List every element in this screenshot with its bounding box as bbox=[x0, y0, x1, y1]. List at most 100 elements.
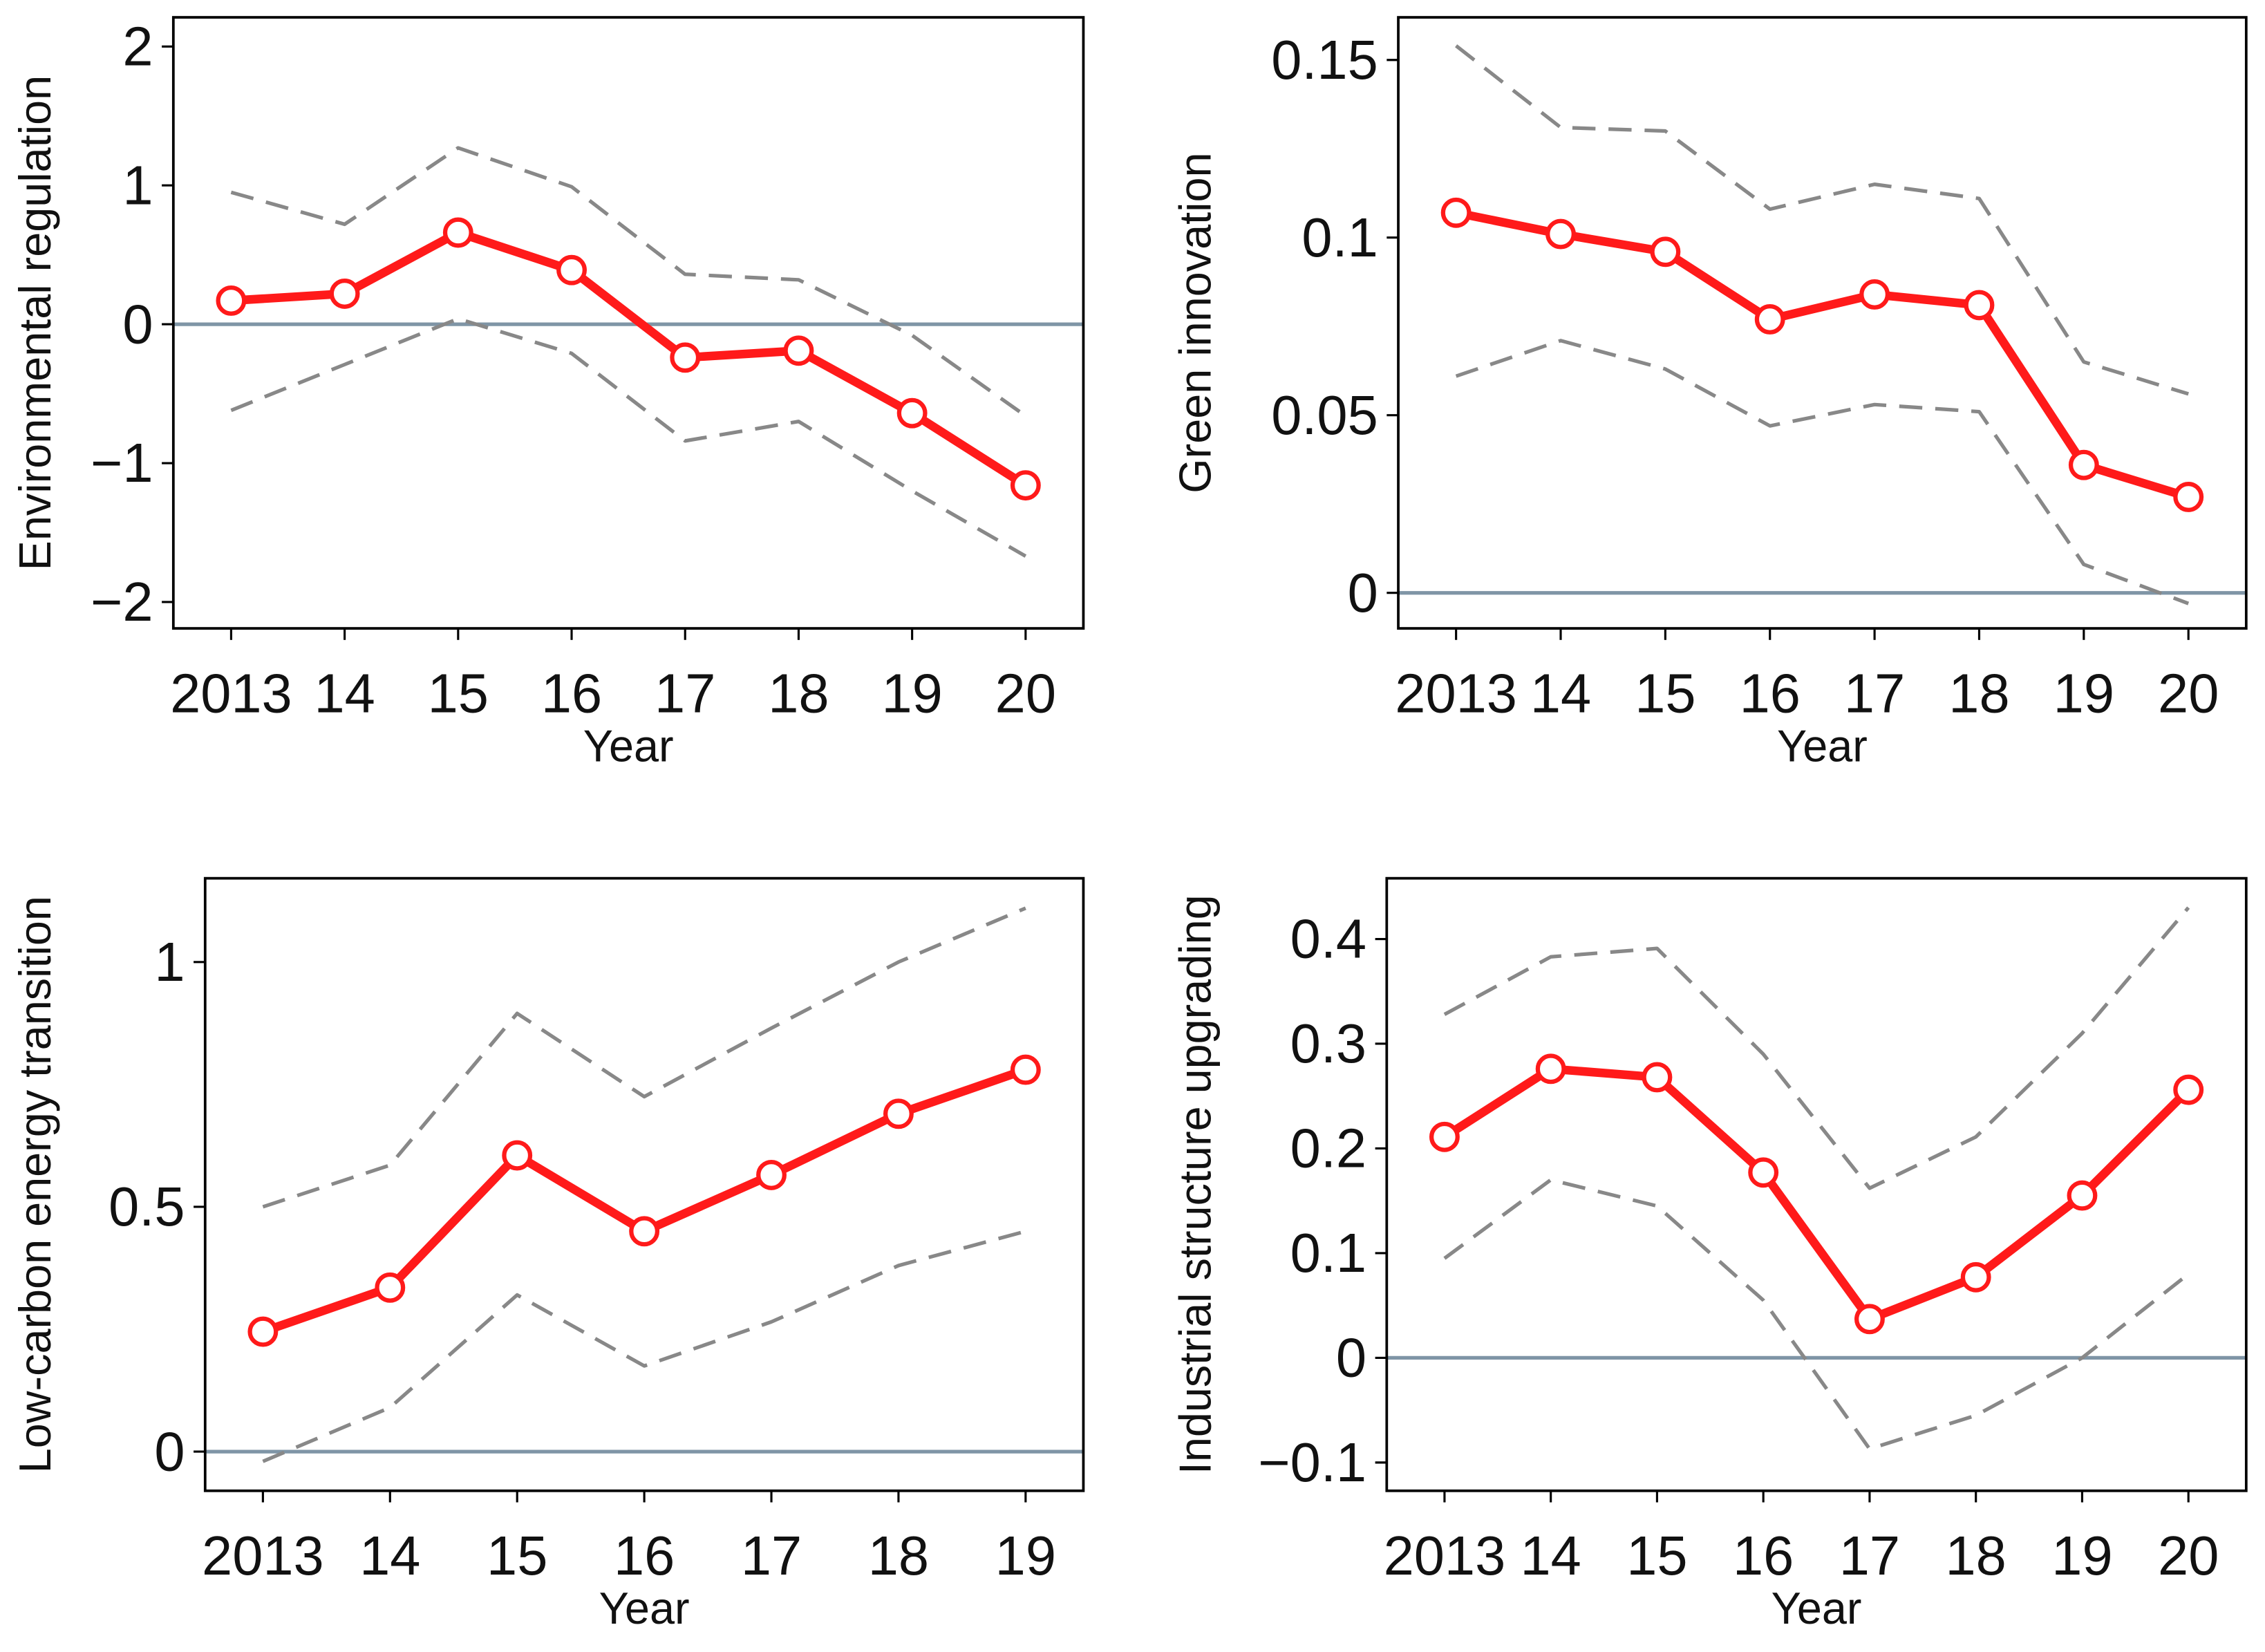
y-tick-label: 0.3 bbox=[1290, 1013, 1366, 1074]
x-tick-label: 19 bbox=[995, 1525, 1056, 1586]
estimate-marker bbox=[329, 278, 360, 309]
y-axis-title: Environmental regulation bbox=[10, 75, 60, 570]
estimate-marker bbox=[2173, 1074, 2204, 1105]
ci-line bbox=[1455, 339, 2190, 606]
x-tick-label: 15 bbox=[428, 662, 489, 724]
ci-line bbox=[262, 1229, 1026, 1463]
estimate-marker bbox=[1545, 218, 1576, 250]
x-tick-label: 17 bbox=[741, 1525, 802, 1586]
y-tick-label: 0.4 bbox=[1290, 908, 1366, 970]
x-axis-title: Year bbox=[583, 720, 674, 771]
x-tick-label: 2013 bbox=[1384, 1525, 1506, 1586]
estimate-marker bbox=[756, 1159, 787, 1190]
y-tick-label: 0.2 bbox=[1290, 1118, 1366, 1179]
estimate-marker bbox=[1748, 1157, 1779, 1188]
x-tick-label: 16 bbox=[614, 1525, 675, 1586]
x-tick-label: 2013 bbox=[1395, 662, 1517, 724]
y-tick-label: 0.5 bbox=[109, 1176, 185, 1237]
estimate-marker bbox=[1642, 1062, 1673, 1093]
ci-line bbox=[230, 146, 1027, 417]
x-tick-label: 18 bbox=[868, 1525, 929, 1586]
x-tick-label: 18 bbox=[1946, 1525, 2006, 1586]
plot-frame bbox=[203, 876, 1085, 1492]
x-tick-label: 17 bbox=[655, 662, 715, 724]
y-tick-label: −1 bbox=[91, 432, 153, 494]
x-tick-label: 18 bbox=[1948, 662, 2009, 724]
x-tick-label: 15 bbox=[1635, 662, 1695, 724]
x-tick-label: 14 bbox=[1530, 662, 1591, 724]
y-tick-label: 0.15 bbox=[1271, 29, 1378, 91]
x-tick-label: 20 bbox=[995, 662, 1056, 724]
y-axis-title: Industrial structure upgrading bbox=[1169, 894, 1220, 1474]
estimate-line bbox=[1455, 208, 2190, 501]
ci-line bbox=[230, 317, 1027, 558]
x-tick-label: 14 bbox=[314, 662, 375, 724]
chart-panel: −0.1 0 0.1 0.2 0.3 0.4 2013 14 15 16 17 18 19 20 Year I… bbox=[1169, 876, 2248, 1633]
x-tick-label: 17 bbox=[1844, 662, 1905, 724]
estimate-marker bbox=[670, 342, 701, 373]
estimate-marker bbox=[1010, 470, 1041, 501]
y-tick-label: 0.1 bbox=[1301, 207, 1378, 268]
estimate-marker bbox=[1960, 1261, 1991, 1293]
y-tick-label: 1 bbox=[154, 931, 185, 993]
plot-frame bbox=[1385, 876, 2248, 1492]
x-tick-label: 16 bbox=[1740, 662, 1801, 724]
y-axis-title: Low-carbon energy transition bbox=[10, 896, 60, 1473]
x-axis-title: Year bbox=[1771, 1583, 1862, 1633]
x-axis-title: Year bbox=[599, 1583, 690, 1633]
estimate-marker bbox=[1429, 1121, 1460, 1152]
x-tick-label: 15 bbox=[487, 1525, 547, 1586]
estimate-marker bbox=[216, 285, 247, 316]
estimate-marker bbox=[783, 335, 814, 366]
estimate-marker bbox=[2067, 1180, 2098, 1211]
x-tick-label: 17 bbox=[1839, 1525, 1900, 1586]
x-tick-label: 2013 bbox=[202, 1525, 324, 1586]
x-tick-label: 18 bbox=[768, 662, 829, 724]
x-tick-label: 19 bbox=[2053, 662, 2114, 724]
y-tick-label: 0 bbox=[1336, 1327, 1366, 1389]
y-tick-label: −0.1 bbox=[1258, 1432, 1366, 1493]
chart-panel: −2 −1 0 1 2 2013 14 15 16 17 18 19 20 Year Environment… bbox=[10, 15, 1085, 771]
chart-panel: 0 0.5 1 2013 14 15 16 17 18 19 Year Low-carbon ener… bbox=[10, 876, 1085, 1633]
y-tick-label: 0 bbox=[122, 293, 153, 355]
x-tick-label: 14 bbox=[1521, 1525, 1581, 1586]
x-tick-label: 20 bbox=[2158, 662, 2219, 724]
y-tick-label: 1 bbox=[122, 154, 153, 216]
y-tick-label: 0 bbox=[154, 1420, 185, 1482]
x-tick-label: 19 bbox=[2051, 1525, 2112, 1586]
estimate-marker bbox=[1650, 236, 1681, 267]
estimate-marker bbox=[375, 1272, 406, 1303]
x-axis-title: Year bbox=[1777, 720, 1868, 771]
estimate-marker bbox=[883, 1098, 914, 1129]
estimate-marker bbox=[1854, 1304, 1885, 1335]
y-tick-label: 0.05 bbox=[1271, 384, 1378, 446]
x-tick-label: 2013 bbox=[170, 662, 292, 724]
y-tick-label: −2 bbox=[91, 571, 153, 632]
estimate-marker bbox=[1754, 304, 1785, 335]
y-tick-label: 0.1 bbox=[1290, 1222, 1366, 1284]
ci-line bbox=[262, 906, 1026, 1209]
estimate-marker bbox=[1964, 290, 1995, 321]
estimate-line bbox=[1442, 1064, 2192, 1324]
x-tick-label: 16 bbox=[541, 662, 602, 724]
plot-frame bbox=[171, 16, 1085, 630]
y-axis-title: Green innovation bbox=[1169, 152, 1220, 493]
chart-panel: 0 0.05 0.1 0.15 2013 14 15 16 17 18 19 20 Year Green … bbox=[1169, 16, 2248, 771]
ci-line bbox=[1443, 1178, 2190, 1451]
estimate-marker bbox=[1440, 197, 1472, 228]
y-tick-label: 0 bbox=[1348, 562, 1378, 623]
estimate-marker bbox=[502, 1140, 533, 1171]
estimate-marker bbox=[247, 1316, 279, 1347]
y-tick-label: 2 bbox=[122, 15, 153, 77]
estimate-line bbox=[231, 228, 1028, 489]
estimate-marker bbox=[1859, 279, 1890, 310]
estimate-marker bbox=[556, 254, 587, 285]
estimate-marker bbox=[442, 217, 473, 248]
ci-line bbox=[1455, 44, 2189, 396]
estimate-marker bbox=[1010, 1054, 1041, 1085]
x-tick-label: 14 bbox=[359, 1525, 420, 1586]
x-tick-label: 20 bbox=[2158, 1525, 2219, 1586]
estimate-marker bbox=[2068, 449, 2099, 480]
